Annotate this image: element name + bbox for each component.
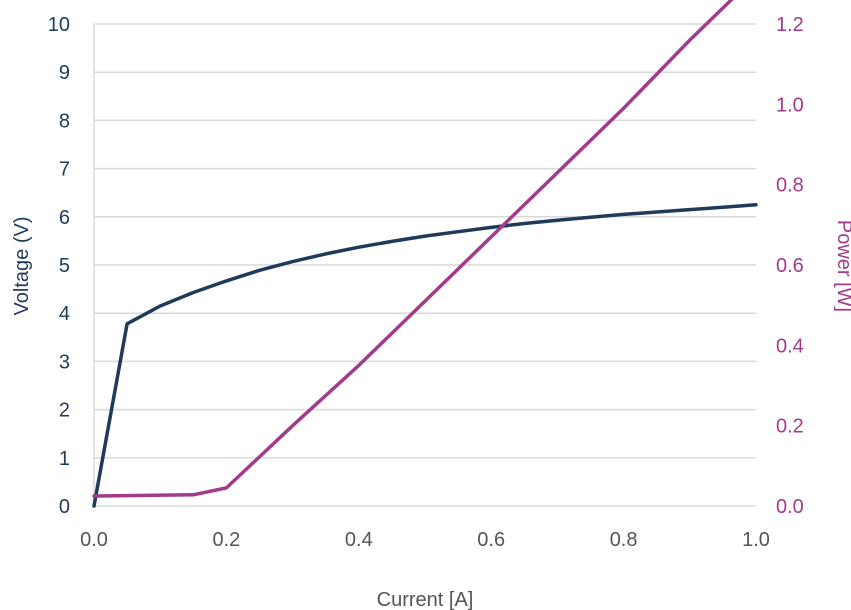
gridlines: [94, 23, 756, 507]
y2-tick-label: 0.2: [776, 416, 804, 438]
x-tick-label: 1.0: [742, 529, 770, 551]
y-tick-label: 0: [59, 496, 70, 518]
y2-axis-label: Power [W]: [833, 220, 851, 312]
y-tick-label: 8: [59, 110, 70, 132]
voltage-series-line: [92, 203, 758, 508]
x-tick-label: 0.2: [212, 529, 240, 551]
y-tick-label: 2: [59, 400, 70, 422]
x-tick-label: 0.0: [80, 529, 108, 551]
x-axis-label: Current [A]: [377, 589, 474, 610]
y2-tick-label: 0.0: [776, 496, 804, 518]
y2-tick-label: 0.8: [776, 175, 804, 197]
left-axis-ticks: 0 1 2 3 4 5 6 7 8 9 10: [48, 14, 70, 518]
right-axis-ticks: 0.0 0.2 0.4 0.6 0.8 1.0 1.2: [776, 14, 804, 518]
y-tick-label: 9: [59, 62, 70, 84]
x-tick-label: 0.6: [477, 529, 505, 551]
y-tick-label: 7: [59, 159, 70, 181]
y-tick-label: 10: [48, 14, 70, 36]
y2-tick-label: 1.2: [776, 14, 804, 36]
y-tick-label: 4: [59, 303, 70, 325]
power-series-line: [92, 0, 734, 498]
y-tick-label: 3: [59, 351, 70, 373]
y2-tick-label: 1.0: [776, 94, 804, 116]
y2-tick-label: 0.4: [776, 335, 804, 357]
y-tick-label: 5: [59, 255, 70, 277]
y-tick-label: 6: [59, 207, 70, 229]
x-tick-label: 0.8: [610, 529, 638, 551]
x-axis-ticks: 0.0 0.2 0.4 0.6 0.8 1.0: [80, 529, 770, 551]
y-tick-label: 1: [59, 448, 70, 470]
y2-tick-label: 0.6: [776, 255, 804, 277]
x-tick-label: 0.4: [345, 529, 373, 551]
series-lines: [92, 0, 758, 508]
y-axis-label: Voltage (V): [11, 217, 33, 316]
